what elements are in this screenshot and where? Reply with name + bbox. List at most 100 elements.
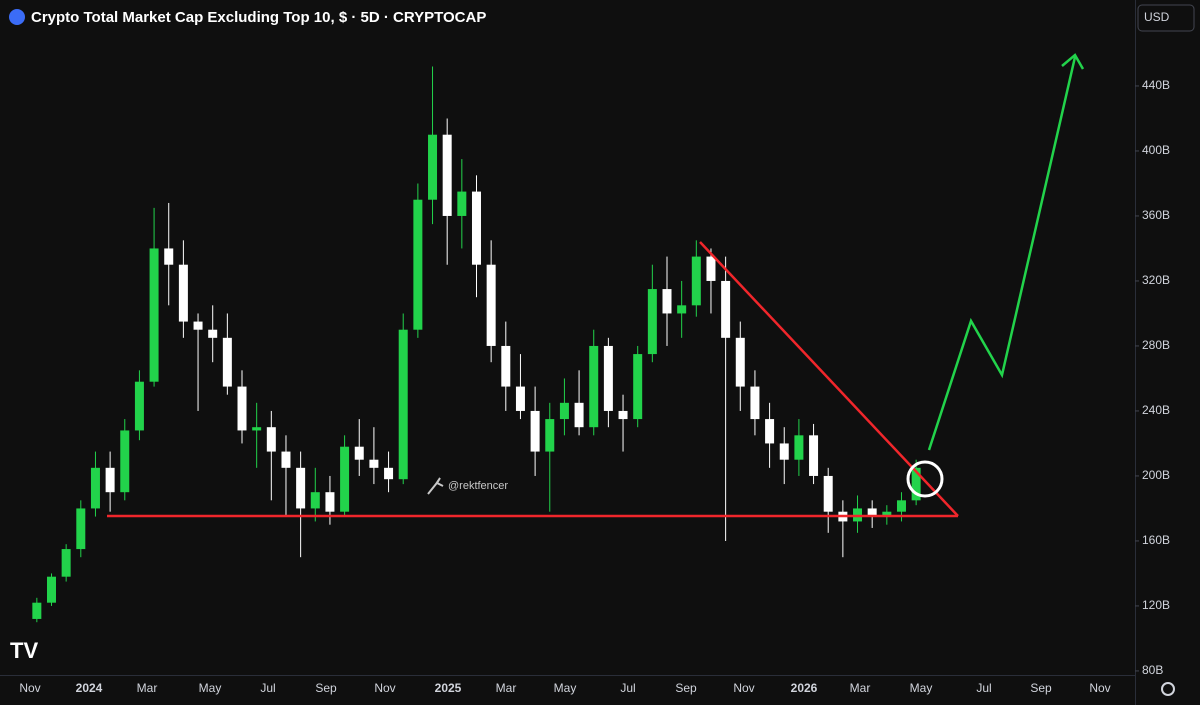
candle-body (149, 248, 159, 382)
candle-body (603, 345, 613, 411)
y-tick-label: 360B (1142, 208, 1170, 222)
candle-body (471, 191, 481, 265)
candle-body (633, 354, 643, 420)
projection-arrow (927, 56, 1077, 451)
candle-body (325, 492, 335, 512)
candle-body (76, 508, 86, 550)
x-tick-label: Jul (976, 681, 991, 695)
candle-body (237, 386, 247, 431)
candle-body (32, 602, 42, 619)
arrow-head (1061, 53, 1085, 70)
candle-body (721, 280, 731, 338)
x-tick-label: Sep (1030, 681, 1052, 695)
candle-body (794, 435, 804, 460)
candle-body (208, 329, 218, 338)
candle-body (281, 451, 291, 468)
y-tick-label: 120B (1142, 598, 1170, 612)
candle-body (589, 345, 599, 428)
candle-body (266, 427, 276, 452)
x-tick-label: Nov (733, 681, 754, 695)
candle-body (222, 337, 232, 387)
candle-body (252, 427, 262, 431)
candle-body (735, 337, 745, 387)
candle-body (442, 134, 452, 216)
candle-body (178, 264, 188, 322)
candle-body (559, 402, 569, 420)
y-tick-label: 240B (1142, 403, 1170, 417)
x-tick-label: May (199, 681, 222, 695)
symbol-icon (9, 9, 25, 25)
candle-body (545, 419, 555, 452)
candle-body (530, 410, 540, 452)
plot-area (32, 66, 921, 623)
candle-body (369, 459, 379, 468)
candle-body (750, 386, 760, 420)
candle-body (662, 289, 672, 314)
candle-body (90, 467, 100, 509)
candle-body (706, 256, 716, 281)
candle-body (882, 511, 892, 517)
candle-body (310, 492, 320, 509)
candle-body (765, 419, 775, 444)
candle-body (677, 305, 687, 314)
x-tick-label: 2024 (76, 681, 103, 695)
x-tick-label: Sep (675, 681, 697, 695)
currency-label[interactable]: USD (1144, 10, 1170, 24)
candle-body (896, 500, 906, 512)
candle-body (691, 256, 701, 306)
candle-body (105, 467, 115, 493)
y-tick-label: 80B (1142, 663, 1163, 677)
x-tick-label: 2026 (791, 681, 818, 695)
x-tick-label: Mar (850, 681, 871, 695)
settings-icon[interactable] (1161, 682, 1175, 696)
currency-button[interactable] (1137, 4, 1195, 32)
candle-body (354, 446, 364, 460)
candle-body (340, 446, 350, 512)
x-tick-label: Mar (496, 681, 517, 695)
x-tick-label: Nov (374, 681, 395, 695)
candle-body (120, 430, 130, 493)
candle-body (823, 475, 833, 512)
candle-body (61, 549, 71, 577)
candle-body (809, 435, 819, 476)
watermark-text: @rektfencer (448, 480, 508, 492)
chart-title: Crypto Total Market Cap Excluding Top 10… (31, 9, 486, 26)
candle-body (384, 467, 394, 480)
y-tick-label: 440B (1142, 78, 1170, 92)
candle-body (515, 386, 525, 411)
candle-body (413, 199, 423, 330)
candle-body (134, 381, 144, 431)
candle-body (574, 402, 584, 428)
y-tick-label: 160B (1142, 533, 1170, 547)
x-tick-label: Nov (1089, 681, 1110, 695)
candle-body (457, 191, 467, 216)
x-tick-label: Jul (620, 681, 635, 695)
candle-body (398, 329, 408, 480)
y-tick-label: 280B (1142, 338, 1170, 352)
candle-body (193, 321, 203, 330)
y-tick-label: 200B (1142, 468, 1170, 482)
candle-body (501, 345, 511, 387)
candle-body (647, 289, 657, 355)
candle-body (164, 248, 174, 265)
x-tick-label: Nov (19, 681, 40, 695)
candle-body (296, 467, 306, 509)
breakout-circle (906, 460, 944, 498)
candle-body (779, 443, 789, 460)
x-tick-label: May (910, 681, 933, 695)
candle-body (911, 467, 921, 501)
candle-body (618, 410, 628, 420)
watermark-icon (427, 477, 444, 495)
candle-body (46, 576, 56, 603)
y-tick-label: 400B (1142, 143, 1170, 157)
x-tick-label: Sep (315, 681, 337, 695)
y-tick-label: 320B (1142, 273, 1170, 287)
x-tick-label: Jul (260, 681, 275, 695)
candle-body (486, 264, 496, 346)
x-tick-label: Mar (137, 681, 158, 695)
candle-body (867, 508, 877, 517)
tv-logo: TV (10, 638, 38, 663)
candle-body (428, 134, 438, 200)
